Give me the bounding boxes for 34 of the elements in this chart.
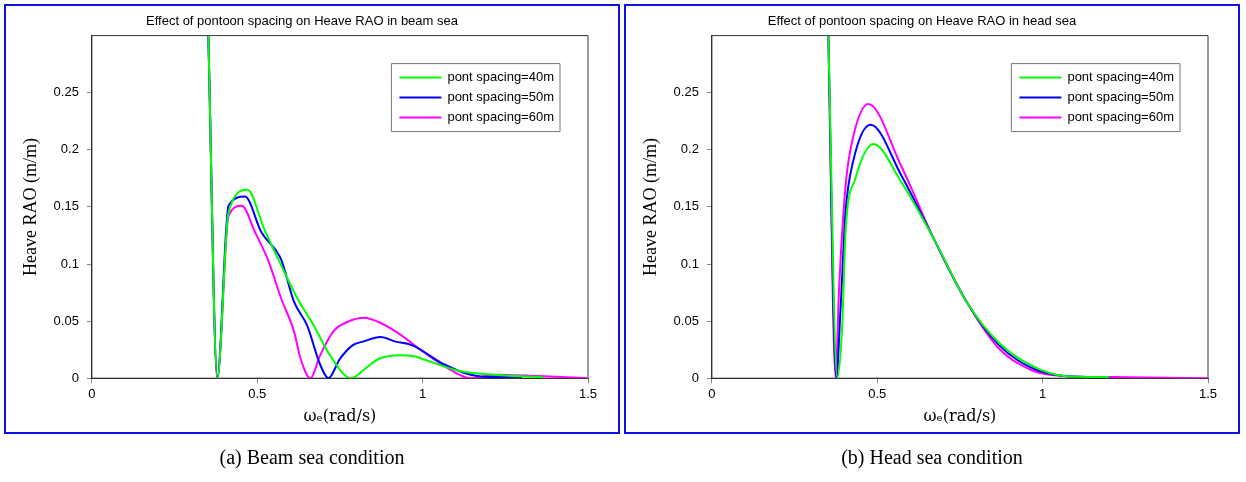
chart-title: Effect of pontoon spacing on Heave RAO in head sea: [767, 13, 1077, 29]
text: (a) Beam sea condition: [218, 446, 406, 469]
y-axis-title: Heave RAO (m/m): [639, 137, 661, 276]
y-tick-label: 0: [691, 369, 699, 385]
y-tick-label: 0.05: [673, 312, 699, 328]
legend-label: pont spacing=50m: [1067, 89, 1175, 105]
legend-label: pont spacing=60m: [447, 109, 555, 125]
y-tick-label: 0.15: [673, 198, 699, 214]
y-tick-label: 0.1: [680, 255, 699, 271]
y-tick-label: 0.2: [680, 141, 699, 157]
y-tick-label: 0.25: [53, 84, 79, 100]
legend-label: pont spacing=60m: [1067, 109, 1175, 125]
x-tick-label: 1.5: [1198, 385, 1218, 401]
x-tick-label: 0: [708, 385, 716, 401]
y-tick-label: 0.15: [53, 198, 79, 214]
y-axis-title: Heave RAO (m/m): [19, 137, 41, 276]
y-tick-label: 0: [71, 369, 79, 385]
y-tick-label: 0.2: [60, 141, 79, 157]
legend-label: pont spacing=50m: [447, 89, 555, 105]
chart-title: Effect of pontoon spacing on Heave RAO in beam sea: [146, 13, 459, 29]
x-axis-title: ωₑ(rad/s): [923, 405, 997, 425]
text: (b) Head sea condition: [840, 446, 1024, 469]
x-tick-label: 0: [88, 385, 96, 401]
x-tick-label: 0.5: [248, 385, 267, 401]
y-tick-label: 0.25: [673, 84, 699, 100]
y-tick-label: 0.05: [53, 312, 79, 328]
x-tick-label: 1.5: [578, 385, 598, 401]
x-tick-label: 1: [419, 385, 427, 401]
x-tick-label: 0.5: [868, 385, 887, 401]
x-axis-title: ωₑ(rad/s): [303, 405, 377, 425]
legend-label: pont spacing=40m: [447, 69, 555, 85]
x-tick-label: 1: [1039, 385, 1047, 401]
legend-label: pont spacing=40m: [1067, 69, 1175, 85]
y-tick-label: 0.1: [60, 255, 79, 271]
